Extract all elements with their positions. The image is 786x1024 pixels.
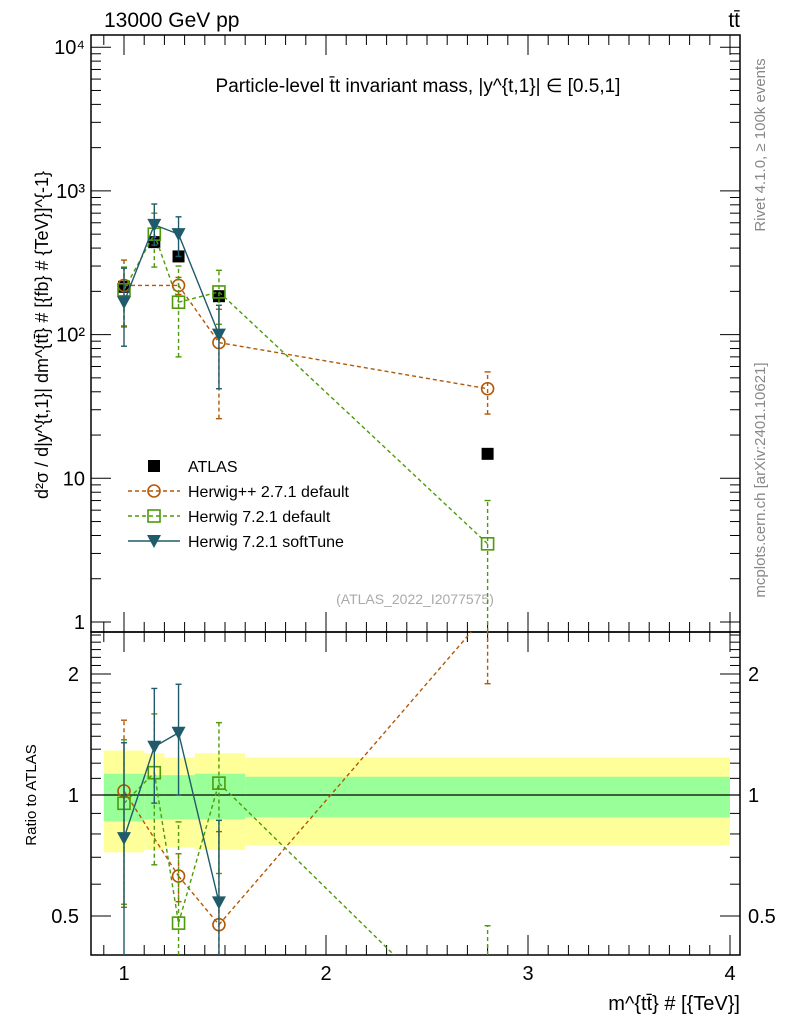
legend-label: Herwig 7.2.1 default	[188, 509, 331, 526]
y-tick-label: 10⁴	[54, 37, 85, 59]
ratio-series-herwig-7-2-1-default-line	[123, 772, 395, 956]
y-tick-label: 10³	[56, 181, 85, 203]
rivet-label: Rivet 4.1.0, ≥ 100k events	[752, 58, 769, 231]
series-herwig-2-7-1-default-point	[480, 381, 495, 396]
ratio-y-tick-label-left: 0.5	[51, 906, 79, 928]
series-atlas-point	[481, 447, 494, 460]
ratio-series-herwig-7-2-1-softtune-point	[171, 726, 186, 740]
ratio-series-herwig-2-7-1-default-line	[123, 631, 472, 926]
ratio-y-tick-label-left: 1	[68, 785, 79, 807]
uncertainty-band-stat	[164, 775, 195, 820]
legend-marker	[147, 509, 161, 523]
legend-marker	[148, 460, 160, 472]
legend-marker	[147, 535, 161, 548]
series-herwig-7-2-1-softtune-point	[147, 218, 162, 232]
ratio-series-herwig-7-2-1-default-point	[212, 776, 226, 790]
ratio-y-axis-label: Ratio to ATLAS	[23, 744, 40, 845]
legend-marker	[147, 484, 161, 498]
y-axis-label: d²σ / d|y^{t,1}| dm^{tt̄} # [{fb} # {TeV…	[32, 171, 52, 499]
watermark: (ATLAS_2022_I2077575)	[336, 591, 494, 607]
series-herwig-7-2-1-softtune-point	[211, 328, 226, 342]
legend-label: ATLAS	[188, 459, 238, 476]
x-tick-label: 2	[320, 963, 331, 985]
y-tick-label: 10²	[56, 325, 85, 347]
plot-title: Particle-level t̄t invariant mass, |y^{t…	[216, 76, 621, 97]
uncertainty-band-stat	[245, 776, 730, 818]
axes: 1 10 10² 10³ 10⁴ 0.5 0.5 1 1 2 2 1 2 3 4	[51, 34, 776, 985]
energy-label: 13000 GeV pp	[104, 9, 239, 32]
ratio-y-tick-label-left: 2	[68, 664, 79, 686]
x-tick-label: 1	[118, 963, 129, 985]
legend-label: Herwig 7.2.1 softTune	[188, 534, 344, 551]
ratio-y-tick-label-right: 1	[748, 785, 759, 807]
mcplots-label: mcplots.cern.ch [arXiv:2401.10621]	[752, 362, 769, 597]
uncertainty-bands	[91, 750, 740, 853]
ratio-panel-frame	[90, 631, 741, 956]
series-herwig-7-2-1-softtune-point	[171, 228, 186, 242]
y-tick-label: 10	[63, 468, 85, 490]
uncertainty-band-stat	[194, 773, 246, 820]
x-tick-label: 4	[724, 963, 735, 985]
y-tick-label: 1	[74, 612, 85, 634]
series-herwig-7-2-1-default-point	[171, 295, 186, 310]
series-herwig-2-7-1-default-line	[124, 284, 488, 390]
ratio-series-herwig-7-2-1-default-point	[171, 916, 186, 930]
series-herwig-7-2-1-softtune-line	[123, 224, 220, 335]
legend: ATLAS Herwig++ 2.7.1 default Herwig 7.2.1 …	[128, 459, 350, 551]
x-axis-label: m^{tt̄} # [{TeV}]	[608, 993, 740, 1015]
ratio-panel-data	[117, 631, 491, 956]
x-tick-label: 3	[522, 963, 533, 985]
ratio-series-herwig-7-2-1-softtune-point	[147, 740, 162, 754]
ratio-series-herwig-7-2-1-softtune-point	[117, 832, 131, 846]
series-herwig-7-2-1-default-point	[480, 537, 495, 551]
series-herwig-7-2-1-softtune-point	[117, 296, 131, 310]
legend-label: Herwig++ 2.7.1 default	[188, 484, 350, 501]
series-herwig-7-2-1-default-point	[212, 285, 226, 299]
top-panel-data	[117, 203, 495, 632]
ratio-series-herwig-7-2-1-softtune-point	[211, 896, 226, 910]
ratio-y-tick-label-right: 2	[748, 664, 759, 686]
ratio-y-tick-label-right: 0.5	[748, 906, 776, 928]
process-label: tt̄	[728, 9, 740, 32]
